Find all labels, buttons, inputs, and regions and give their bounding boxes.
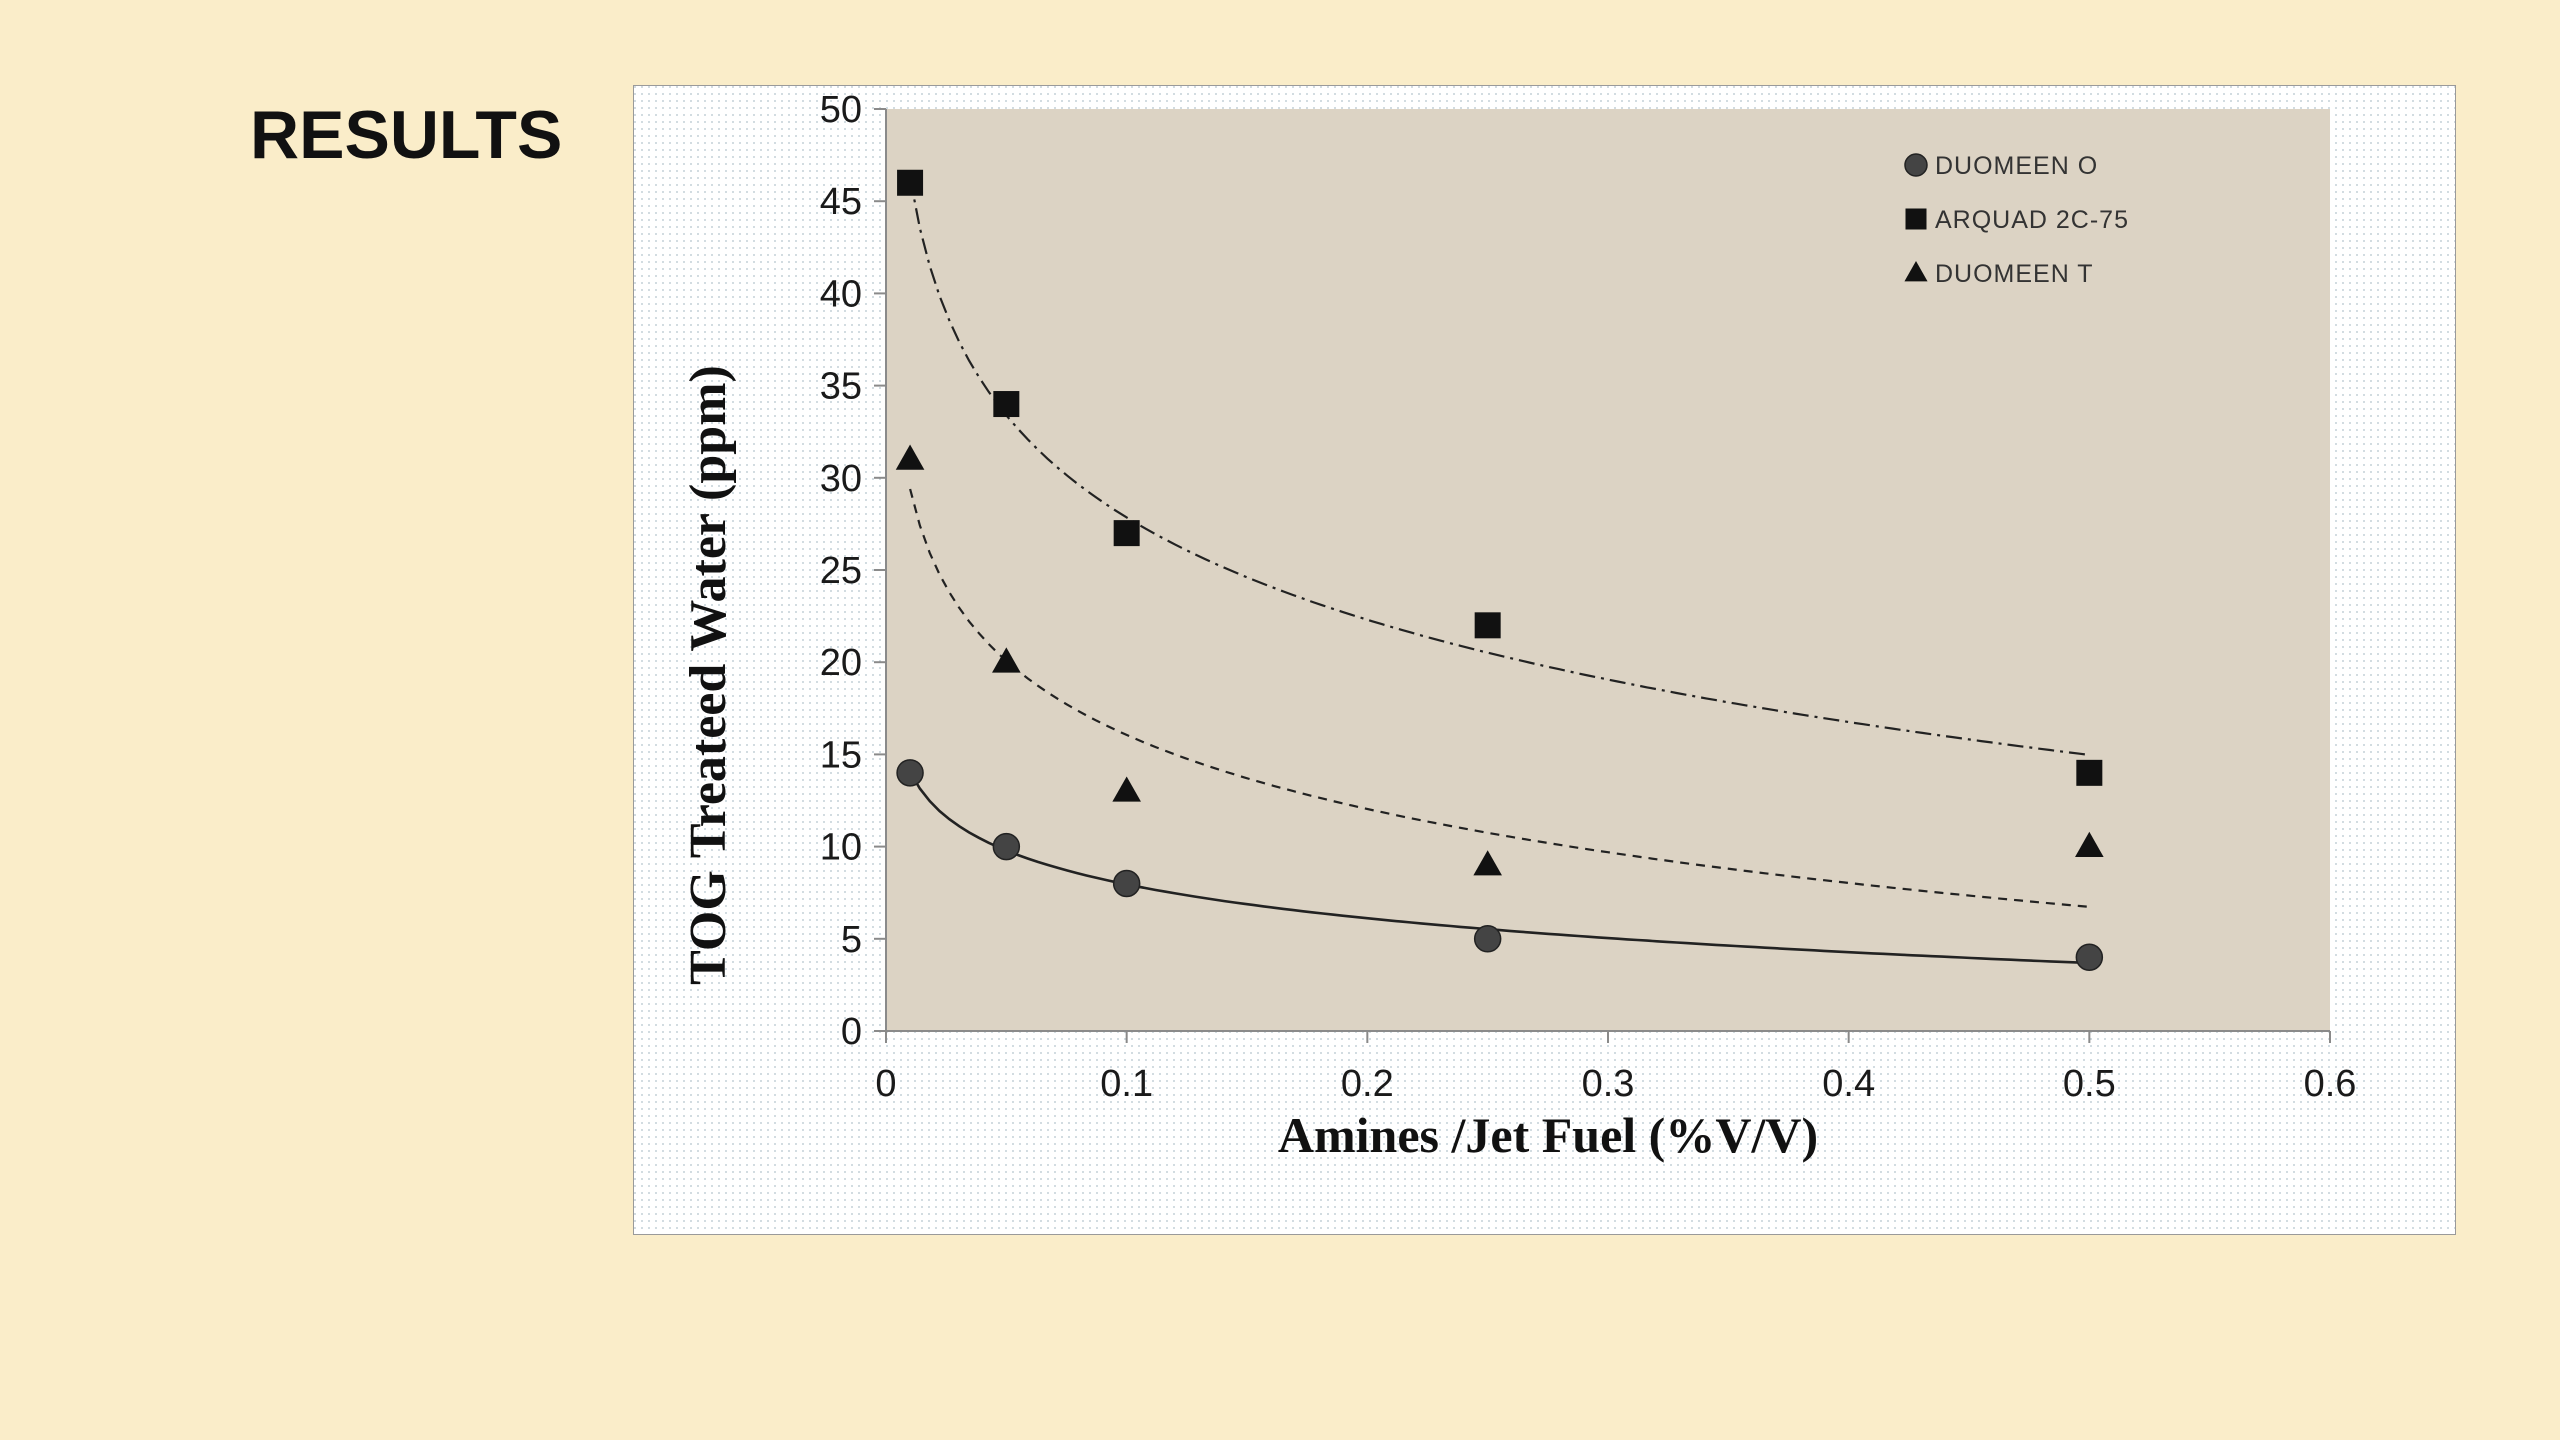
legend-marker — [1904, 261, 1928, 282]
y-tick-label: 35 — [820, 366, 862, 408]
y-tick-label: 30 — [820, 458, 862, 500]
y-tick-label: 20 — [820, 642, 862, 684]
chart-container: 0 5 10 15 20 25 30 35 40 45 50 0 0.1 0.2 0.3 0.4 0.5 0.6 … — [633, 85, 2456, 1235]
data-point — [2075, 831, 2104, 857]
legend-marker — [1905, 208, 1927, 230]
legend-marker — [1904, 153, 1928, 177]
data-point — [1112, 869, 1141, 898]
legend-label: DUOMEEN T — [1935, 260, 2094, 288]
data-point — [1112, 776, 1141, 802]
data-point — [992, 647, 1021, 673]
data-point — [2075, 943, 2104, 971]
trendline-duomeen-o — [908, 771, 2090, 965]
trendline-arquad-2c-75 — [909, 177, 2090, 756]
x-axis-title: Amines /Jet Fuel (%V/V) — [1278, 1107, 1818, 1163]
y-axis-title: TOG Treateed Water (ppm) — [680, 365, 737, 985]
data-point — [897, 169, 924, 196]
x-tick-label: 0.4 — [1822, 1063, 1875, 1105]
y-tick-label: 25 — [820, 550, 862, 592]
plot-area — [886, 109, 2330, 1031]
axes: 0 5 10 15 20 25 30 35 40 45 50 0 0.1 0.2 0.3 0.4 0.5 0.6 — [820, 89, 2357, 1105]
trendlines — [908, 177, 2090, 965]
y-tick-label: 45 — [820, 181, 862, 223]
data-point — [896, 759, 924, 787]
y-tick-label: 15 — [820, 734, 862, 776]
slide-title: RESULTS — [250, 97, 563, 173]
y-tick-label: 10 — [820, 827, 862, 869]
x-tick-label: 0.1 — [1100, 1063, 1153, 1105]
legend-label: DUOMEEN O — [1935, 152, 2098, 180]
x-tick-label: 0.3 — [1582, 1063, 1635, 1105]
x-tick-label: 0.5 — [2063, 1063, 2116, 1105]
trendline-duomeen-t — [909, 488, 2090, 908]
data-point — [1113, 520, 1140, 547]
y-tick-label: 0 — [841, 1011, 862, 1053]
legend-label: ARQUAD 2C-75 — [1935, 206, 2129, 234]
data-point — [1473, 850, 1502, 876]
y-tick-label: 5 — [841, 919, 862, 961]
y-tick-label: 40 — [820, 273, 862, 315]
legend: DUOMEEN O ARQUAD 2C-75 DUOMEEN T — [1904, 152, 2129, 288]
data-point — [1474, 612, 1501, 639]
x-tick-label: 0.2 — [1341, 1063, 1394, 1105]
data-point — [895, 444, 925, 470]
data-point — [992, 832, 1021, 861]
y-tick-label: 50 — [820, 89, 862, 131]
data-point — [993, 391, 1020, 418]
data-point — [1473, 925, 1502, 953]
data-point — [2076, 759, 2103, 786]
x-tick-label: 0.6 — [2304, 1063, 2357, 1105]
data-markers — [895, 169, 2104, 971]
x-tick-label: 0 — [875, 1063, 896, 1105]
